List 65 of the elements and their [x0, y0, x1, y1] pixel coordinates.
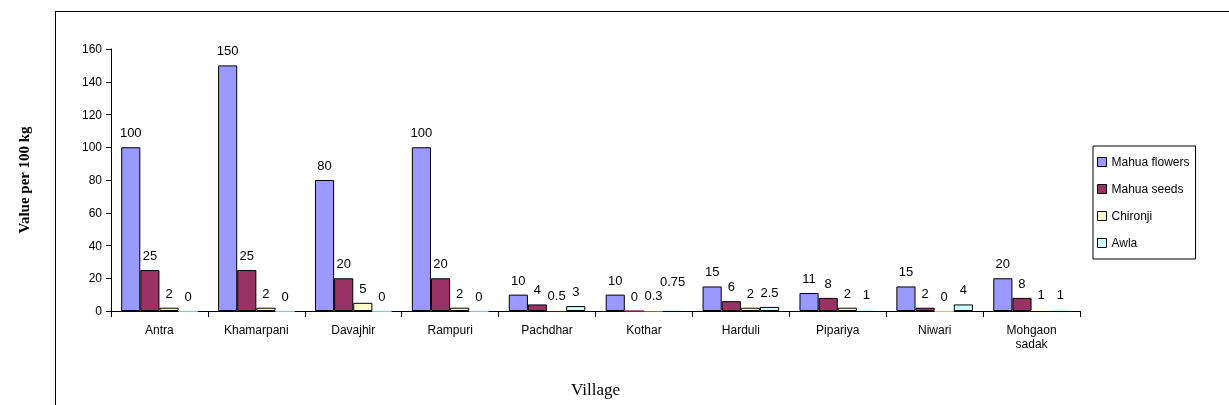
x-tick-label: Pipariya	[816, 323, 860, 337]
legend-label: Chironji	[1111, 209, 1153, 223]
data-label: 25	[239, 248, 255, 264]
data-label: 100	[410, 125, 433, 141]
data-label: 4	[959, 282, 967, 298]
data-label: 2.5	[760, 284, 779, 300]
data-label: 2	[746, 285, 755, 301]
data-label: 15	[898, 264, 914, 280]
y-tick-label: 40	[88, 238, 103, 253]
data-label: 1	[1037, 287, 1045, 303]
data-label: 20	[995, 256, 1011, 272]
legend-label: Awla	[1111, 236, 1138, 250]
data-label: 2	[921, 285, 929, 301]
y-axis-title: Value per 100 kg	[15, 125, 32, 234]
legend-label: Mahua flowers	[1111, 155, 1190, 169]
y-tick-label: 20	[88, 271, 103, 286]
data-label: 5	[359, 280, 367, 296]
x-tick-label: Pachdhar	[521, 323, 573, 337]
data-label: 15	[704, 264, 720, 280]
data-label: 1	[1056, 287, 1064, 303]
x-axis-title: Village	[570, 380, 621, 399]
x-tick-label: Harduli	[721, 323, 760, 337]
data-label: 0.3	[644, 288, 663, 304]
data-label: 80	[317, 158, 332, 173]
data-label: 8	[824, 275, 832, 291]
data-label: 4	[533, 282, 542, 298]
x-tick-label: Khamarpani	[223, 323, 289, 337]
data-label: 2	[165, 285, 173, 301]
legend-label: Mahua seeds	[1111, 182, 1184, 196]
data-label: 8	[1018, 275, 1026, 291]
data-label: 2	[262, 285, 270, 301]
data-label: 1	[862, 287, 871, 303]
y-tick-label: 80	[88, 173, 103, 187]
x-tick-label: Kothar	[626, 323, 662, 337]
data-label: 25	[142, 248, 158, 264]
data-label: 0.5	[547, 288, 566, 304]
data-label: 2	[843, 285, 851, 301]
y-tick-label: 160	[81, 42, 103, 56]
x-tick-label: Rampuri	[427, 323, 473, 337]
data-label: 0	[378, 288, 386, 304]
data-label: 10	[608, 272, 623, 288]
x-tick-label: Antra	[145, 323, 175, 337]
data-label: 0	[630, 288, 638, 304]
data-label: 11	[802, 270, 816, 286]
y-tick-label: 120	[81, 107, 103, 122]
x-tick-label: Niwari	[917, 323, 952, 337]
data-label: 100	[119, 125, 142, 141]
data-label: 0.75	[660, 273, 686, 289]
data-label: 6	[727, 279, 735, 295]
data-label: 20	[433, 256, 448, 272]
x-tick-label: Davajhir	[331, 323, 376, 337]
data-label: 0	[184, 288, 192, 304]
data-label: 0	[940, 288, 948, 304]
data-label: 150	[216, 43, 239, 59]
data-label: 10	[511, 272, 526, 288]
y-tick-label: 100	[81, 140, 103, 155]
y-tick-label: 0	[95, 304, 103, 318]
data-label: 0	[475, 288, 483, 304]
data-label: 2	[456, 285, 464, 301]
data-label: 3	[572, 284, 580, 300]
data-label: 0	[281, 288, 289, 304]
y-tick-label: 140	[81, 74, 103, 89]
y-tick-label: 60	[88, 205, 103, 220]
x-tick-label: Mohgaon sadak	[1006, 323, 1057, 351]
data-label: 20	[336, 256, 351, 272]
